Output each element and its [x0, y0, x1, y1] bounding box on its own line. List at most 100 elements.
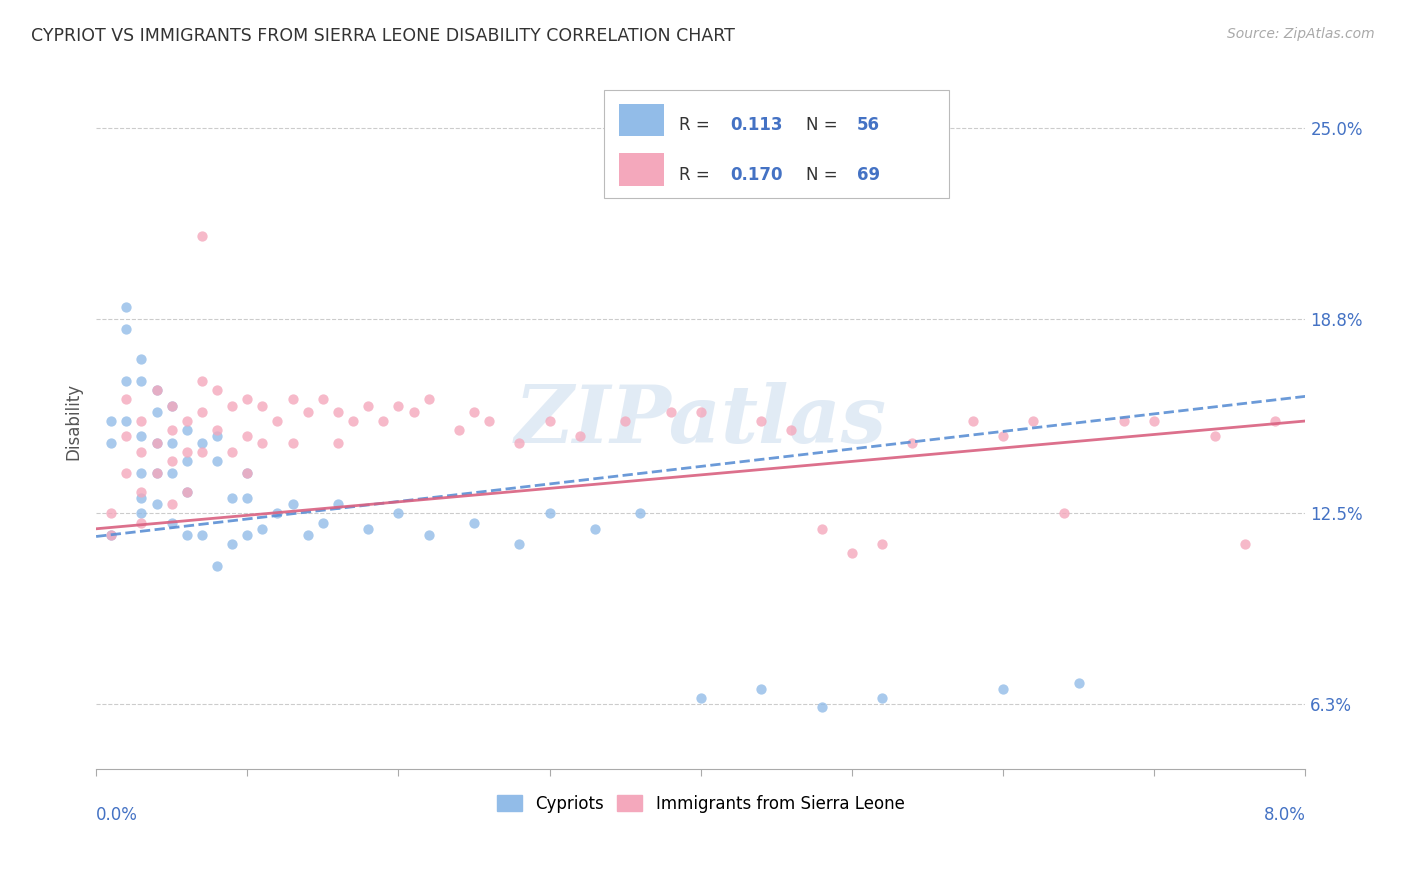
Point [478, 414, 501, 428]
Point [131, 374, 153, 388]
Point [281, 392, 304, 407]
Point [145, 383, 167, 397]
Point [402, 405, 425, 419]
FancyBboxPatch shape [605, 90, 949, 198]
FancyBboxPatch shape [619, 103, 665, 136]
Point [1022, 414, 1045, 428]
Point [387, 399, 409, 413]
Text: N =: N = [806, 166, 842, 184]
Text: R =: R = [679, 166, 716, 184]
Point [508, 537, 530, 551]
Point [221, 491, 243, 505]
Point [221, 399, 243, 413]
Point [659, 405, 682, 419]
Point [252, 435, 274, 450]
Point [115, 467, 138, 481]
Point [160, 435, 183, 450]
Point [991, 429, 1014, 443]
Point [115, 321, 138, 335]
Point [115, 414, 138, 428]
Point [870, 691, 893, 706]
Point [191, 435, 214, 450]
Point [131, 352, 153, 367]
Point [176, 423, 198, 437]
Point [236, 467, 259, 481]
Point [538, 507, 561, 521]
Point [628, 507, 651, 521]
Legend: Cypriots, Immigrants from Sierra Leone: Cypriots, Immigrants from Sierra Leone [496, 795, 904, 813]
Point [221, 537, 243, 551]
Point [236, 429, 259, 443]
Point [176, 414, 198, 428]
Point [115, 392, 138, 407]
Point [373, 414, 395, 428]
Point [614, 414, 637, 428]
Point [780, 423, 803, 437]
Text: N =: N = [806, 116, 842, 134]
Point [191, 405, 214, 419]
Text: 0.170: 0.170 [730, 166, 782, 184]
Point [191, 528, 214, 542]
Point [131, 516, 153, 530]
Text: R =: R = [679, 116, 716, 134]
Point [100, 414, 122, 428]
Point [131, 491, 153, 505]
Point [131, 467, 153, 481]
Point [160, 467, 183, 481]
Point [115, 429, 138, 443]
Point [160, 399, 183, 413]
Point [145, 435, 167, 450]
Point [463, 405, 485, 419]
Point [508, 435, 530, 450]
Point [131, 429, 153, 443]
Point [312, 516, 335, 530]
Point [357, 522, 380, 536]
Point [100, 435, 122, 450]
Point [447, 423, 470, 437]
Point [901, 435, 924, 450]
Point [160, 399, 183, 413]
Point [387, 507, 409, 521]
Point [870, 537, 893, 551]
Point [1204, 429, 1226, 443]
Point [100, 528, 122, 542]
Point [205, 423, 228, 437]
Point [689, 691, 711, 706]
Point [205, 429, 228, 443]
Point [145, 467, 167, 481]
Point [221, 444, 243, 458]
Point [205, 383, 228, 397]
Point [418, 392, 440, 407]
Point [418, 528, 440, 542]
Text: 56: 56 [856, 116, 880, 134]
Text: ZIPatlas: ZIPatlas [515, 383, 887, 459]
Point [131, 507, 153, 521]
Point [991, 681, 1014, 696]
Point [145, 497, 167, 511]
Point [538, 414, 561, 428]
Point [841, 546, 863, 560]
Point [1264, 414, 1286, 428]
Point [100, 528, 122, 542]
Point [160, 497, 183, 511]
Point [191, 444, 214, 458]
Point [176, 484, 198, 499]
Point [1233, 537, 1256, 551]
Point [252, 522, 274, 536]
Text: 0.0%: 0.0% [96, 806, 138, 824]
Point [100, 507, 122, 521]
Point [357, 399, 380, 413]
Point [191, 374, 214, 388]
Point [145, 383, 167, 397]
Point [689, 405, 711, 419]
Point [810, 700, 832, 714]
Point [131, 444, 153, 458]
Text: Source: ZipAtlas.com: Source: ZipAtlas.com [1227, 27, 1375, 41]
Point [342, 414, 364, 428]
Point [160, 516, 183, 530]
Y-axis label: Disability: Disability [65, 383, 82, 459]
Point [463, 516, 485, 530]
Point [176, 528, 198, 542]
Point [749, 414, 772, 428]
Point [252, 399, 274, 413]
